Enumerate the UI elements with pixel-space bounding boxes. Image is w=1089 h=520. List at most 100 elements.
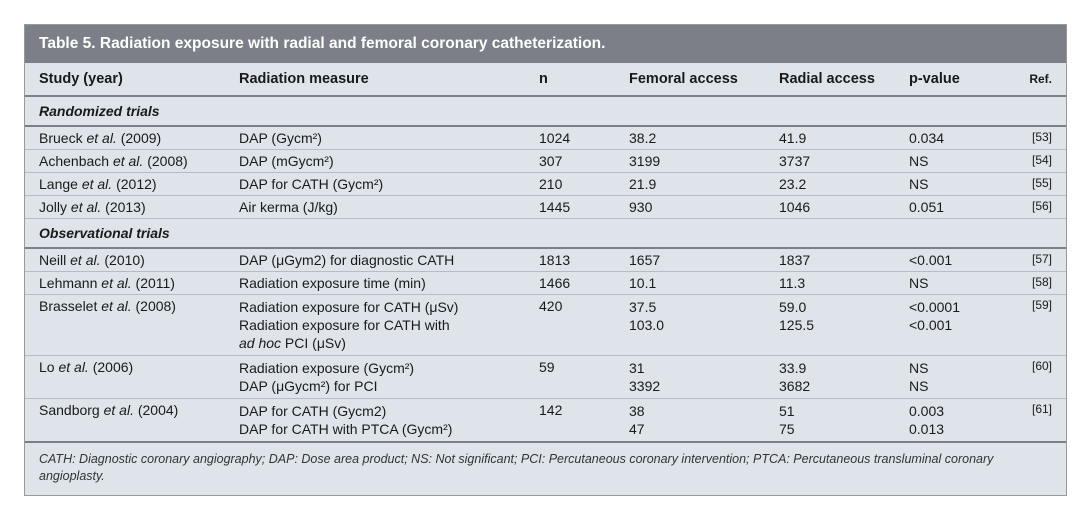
- footnote: CATH: Diagnostic coronary angiography; D…: [25, 442, 1066, 495]
- author: Lo: [39, 359, 55, 375]
- table-row: Achenbach et al. (2008) DAP (mGycm²) 307…: [25, 150, 1066, 173]
- n-cell: 142: [525, 399, 615, 443]
- ref-cell: [58]: [1005, 272, 1066, 295]
- footnote-row: CATH: Diagnostic coronary angiography; D…: [25, 442, 1066, 495]
- radial-cell: 23.2: [765, 173, 895, 196]
- val: 0.003: [909, 402, 995, 420]
- val: 47: [629, 420, 755, 438]
- year: (2008): [136, 298, 176, 314]
- radial-cell: 1837: [765, 248, 895, 272]
- femoral-cell: 21.9: [615, 173, 765, 196]
- section-observational: Observational trials: [25, 219, 1066, 249]
- ref-cell: [57]: [1005, 248, 1066, 272]
- val: 31: [629, 359, 755, 377]
- n-cell: 210: [525, 173, 615, 196]
- pvalue-cell: <0.001: [895, 248, 1005, 272]
- study-cell: Sandborg et al. (2004): [25, 399, 225, 443]
- val: 3682: [779, 377, 885, 395]
- etal: et al.: [101, 298, 131, 314]
- val: <0.001: [909, 316, 995, 334]
- table-row: Lehmann et al. (2011) Radiation exposure…: [25, 272, 1066, 295]
- etal: et al.: [101, 275, 131, 291]
- pvalue-cell: NS: [895, 150, 1005, 173]
- table-row: Sandborg et al. (2004) DAP for CATH (Gyc…: [25, 399, 1066, 443]
- year: (2004): [138, 402, 178, 418]
- year: (2013): [105, 199, 145, 215]
- val: NS: [909, 359, 995, 377]
- pvalue-cell: NS NS: [895, 356, 1005, 399]
- study-cell: Jolly et al. (2013): [25, 196, 225, 219]
- val: 51: [779, 402, 885, 420]
- adhoc-suffix: PCI (μSv): [281, 335, 346, 351]
- val: 3392: [629, 377, 755, 395]
- author: Brueck: [39, 130, 83, 146]
- radial-cell: 59.0 125.5: [765, 295, 895, 356]
- author: Jolly: [39, 199, 67, 215]
- ref-cell: [54]: [1005, 150, 1066, 173]
- study-cell: Lo et al. (2006): [25, 356, 225, 399]
- val: 37.5: [629, 298, 755, 316]
- pvalue-cell: NS: [895, 272, 1005, 295]
- val: NS: [909, 377, 995, 395]
- study-cell: Lehmann et al. (2011): [25, 272, 225, 295]
- femoral-cell: 1657: [615, 248, 765, 272]
- femoral-cell: 38 47: [615, 399, 765, 443]
- measure-cell: Radiation exposure time (min): [225, 272, 525, 295]
- measure-line: DAP (μGycm²) for PCI: [239, 377, 515, 395]
- radial-cell: 33.9 3682: [765, 356, 895, 399]
- val: 125.5: [779, 316, 885, 334]
- radial-cell: 1046: [765, 196, 895, 219]
- ref-cell: [53]: [1005, 126, 1066, 150]
- table-row: Lange et al. (2012) DAP for CATH (Gycm²)…: [25, 173, 1066, 196]
- measure-cell: DAP (Gycm²): [225, 126, 525, 150]
- ref-cell: [60]: [1005, 356, 1066, 399]
- measure-line: Radiation exposure (Gycm²): [239, 359, 515, 377]
- col-radial: Radial access: [765, 63, 895, 96]
- femoral-cell: 3199: [615, 150, 765, 173]
- measure-cell: DAP (mGycm²): [225, 150, 525, 173]
- measure-line: ad hoc PCI (μSv): [239, 334, 515, 352]
- col-study: Study (year): [25, 63, 225, 96]
- val: 38: [629, 402, 755, 420]
- n-cell: 1445: [525, 196, 615, 219]
- etal: et al.: [113, 153, 143, 169]
- table-row: Lo et al. (2006) Radiation exposure (Gyc…: [25, 356, 1066, 399]
- measure-cell: DAP for CATH (Gycm2) DAP for CATH with P…: [225, 399, 525, 443]
- table-row: Brasselet et al. (2008) Radiation exposu…: [25, 295, 1066, 356]
- measure-cell: DAP for CATH (Gycm²): [225, 173, 525, 196]
- ref-cell: [56]: [1005, 196, 1066, 219]
- adhoc: ad hoc: [239, 335, 281, 351]
- col-pvalue: p-value: [895, 63, 1005, 96]
- pvalue-cell: 0.003 0.013: [895, 399, 1005, 443]
- femoral-cell: 31 3392: [615, 356, 765, 399]
- author: Sandborg: [39, 402, 100, 418]
- val: <0.0001: [909, 298, 995, 316]
- section-label: Observational trials: [25, 219, 1066, 249]
- table-row: Brueck et al. (2009) DAP (Gycm²) 1024 38…: [25, 126, 1066, 150]
- n-cell: 59: [525, 356, 615, 399]
- etal: et al.: [71, 199, 101, 215]
- measure-cell: Air kerma (J/kg): [225, 196, 525, 219]
- author: Achenbach: [39, 153, 109, 169]
- pvalue-cell: 0.034: [895, 126, 1005, 150]
- col-ref: Ref.: [1005, 63, 1066, 96]
- val: 59.0: [779, 298, 885, 316]
- year: (2006): [93, 359, 133, 375]
- pvalue-cell: <0.0001 <0.001: [895, 295, 1005, 356]
- etal: et al.: [86, 130, 116, 146]
- val: 0.013: [909, 420, 995, 438]
- author: Lehmann: [39, 275, 97, 291]
- etal: et al.: [82, 176, 112, 192]
- measure-line: Radiation exposure for CATH (μSv): [239, 298, 515, 316]
- etal: et al.: [104, 402, 134, 418]
- etal: et al.: [58, 359, 88, 375]
- author: Lange: [39, 176, 78, 192]
- study-cell: Achenbach et al. (2008): [25, 150, 225, 173]
- val: 103.0: [629, 316, 755, 334]
- ref-cell: [61]: [1005, 399, 1066, 443]
- study-cell: Neill et al. (2010): [25, 248, 225, 272]
- etal: et al.: [70, 252, 100, 268]
- measure-line: DAP for CATH with PTCA (Gycm²): [239, 420, 515, 438]
- ref-cell: [55]: [1005, 173, 1066, 196]
- n-cell: 420: [525, 295, 615, 356]
